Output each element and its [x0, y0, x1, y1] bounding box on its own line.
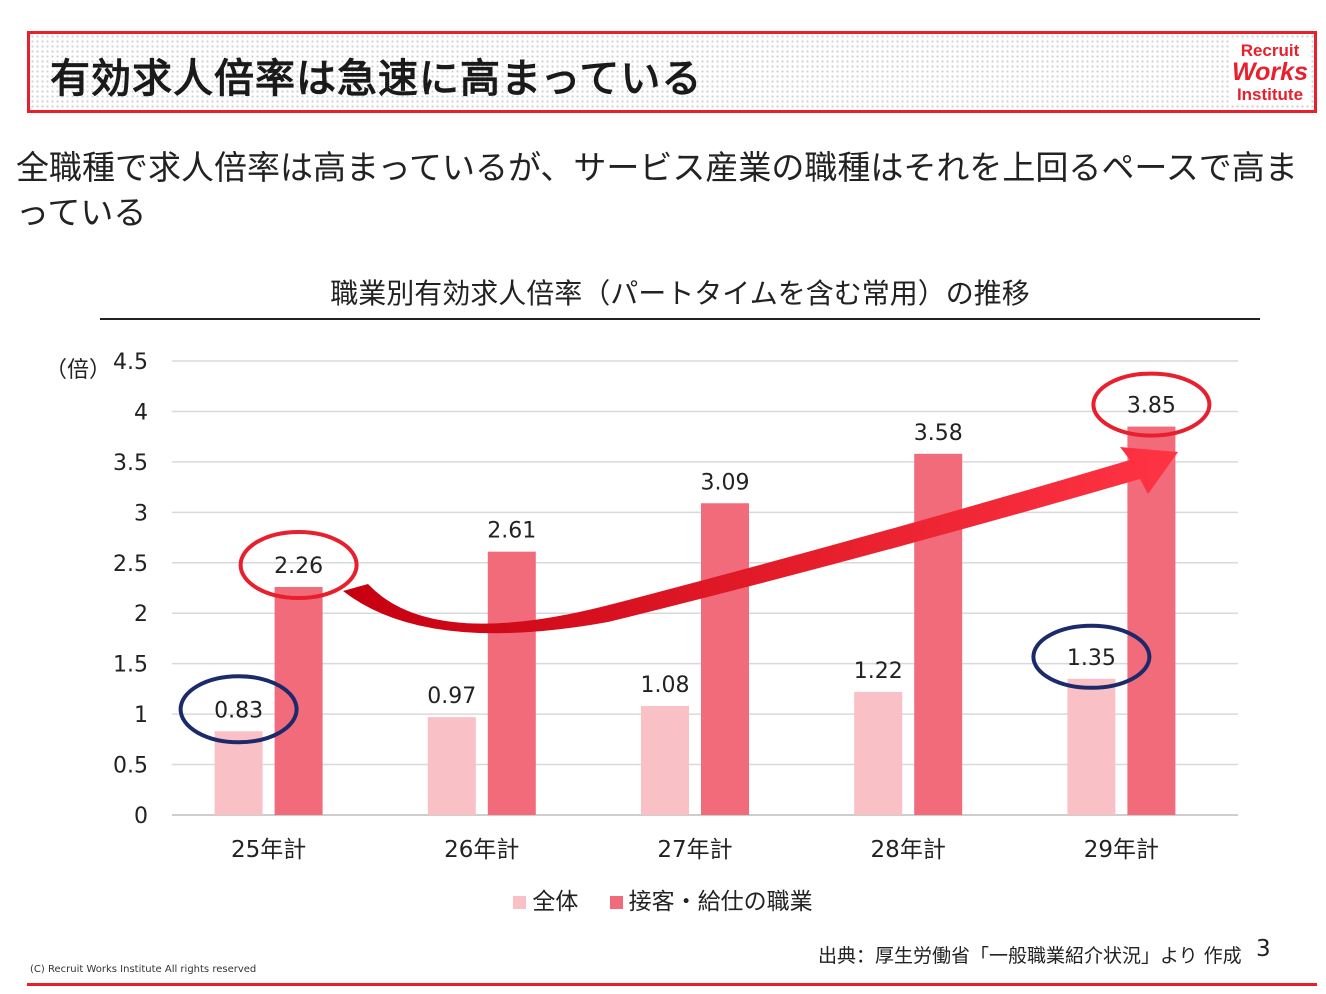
page-number: 3 — [1256, 936, 1271, 962]
logo-line-2: Works — [1232, 58, 1308, 86]
chart-legend: 全体 接客・給仕の職業 — [0, 882, 1326, 916]
bar — [214, 731, 263, 815]
x-tick-label: 28年計 — [871, 837, 946, 863]
footer-rule — [27, 983, 1317, 986]
highlight-circle — [238, 529, 359, 600]
header-banner: 有効求人倍率は急速に高まっている Recruit Works Institute — [27, 31, 1317, 113]
y-tick-label: 2.5 — [113, 552, 148, 577]
legend-item-service: 接客・給仕の職業 — [609, 882, 813, 916]
bar — [641, 706, 689, 815]
slide-subtitle: 全職種で求人倍率は高まっているが、サービス産業の職種はそれを上回るペースで高まっ… — [16, 148, 1298, 232]
y-axis-unit: （倍） — [45, 358, 111, 383]
y-tick-label: 4 — [134, 400, 148, 425]
logo-line-3: Institute — [1236, 85, 1304, 104]
data-label: 3.85 — [1127, 394, 1176, 419]
legend-swatch-service — [609, 896, 623, 909]
bar — [487, 551, 536, 815]
recruit-works-logo: Recruit Works Institute — [1230, 40, 1310, 104]
legend-label-all: 全体 — [532, 889, 579, 915]
data-label: 2.61 — [487, 519, 536, 544]
data-label: 0.97 — [427, 684, 476, 709]
highlight-circle — [1091, 371, 1212, 438]
bar — [914, 453, 963, 815]
bar — [854, 691, 903, 815]
y-tick-label: 0 — [134, 804, 148, 829]
highlight-circle — [1031, 623, 1152, 690]
highlight-circle — [178, 674, 299, 745]
chart-title-rule — [100, 318, 1260, 320]
data-label: 3.09 — [701, 470, 750, 495]
y-tick-label: 3 — [134, 501, 148, 526]
x-tick-label: 26年計 — [444, 837, 519, 863]
copyright-notice: (C) Recruit Works Institute All rights r… — [30, 964, 257, 975]
legend-item-all: 全体 — [513, 882, 578, 916]
bar — [1127, 426, 1176, 815]
page-title: 有効求人倍率は急速に高まっている — [50, 56, 703, 102]
bar — [701, 503, 749, 815]
data-label: 1.22 — [854, 659, 903, 684]
data-label: 1.35 — [1067, 646, 1116, 671]
y-tick-label: 4.5 — [113, 350, 148, 375]
y-tick-label: 3.5 — [113, 451, 148, 476]
bar — [1067, 678, 1116, 815]
y-tick-label: 2 — [134, 602, 148, 627]
legend-swatch-all — [513, 896, 527, 909]
logo-line-1: Recruit — [1240, 41, 1300, 60]
data-label: 2.26 — [274, 554, 323, 579]
x-tick-label: 25年計 — [231, 837, 306, 863]
data-label: 1.08 — [641, 673, 690, 698]
bar — [274, 586, 323, 815]
bar — [427, 717, 476, 815]
x-tick-label: 27年計 — [657, 837, 732, 863]
source-note: 出典：厚生労働省「一般職業紹介状況」より 作成 — [818, 945, 1242, 967]
data-label: 0.83 — [214, 698, 263, 723]
legend-label-service: 接客・給仕の職業 — [628, 889, 813, 915]
x-tick-label: 29年計 — [1084, 837, 1159, 863]
y-tick-label: 0.5 — [113, 754, 148, 779]
y-tick-label: 1.5 — [113, 653, 148, 678]
data-label: 3.58 — [914, 421, 963, 446]
y-tick-label: 1 — [134, 703, 148, 728]
chart-title: 職業別有効求人倍率（パートタイムを含む常用）の推移 — [330, 277, 1030, 310]
growth-arrow-icon — [343, 447, 1178, 634]
